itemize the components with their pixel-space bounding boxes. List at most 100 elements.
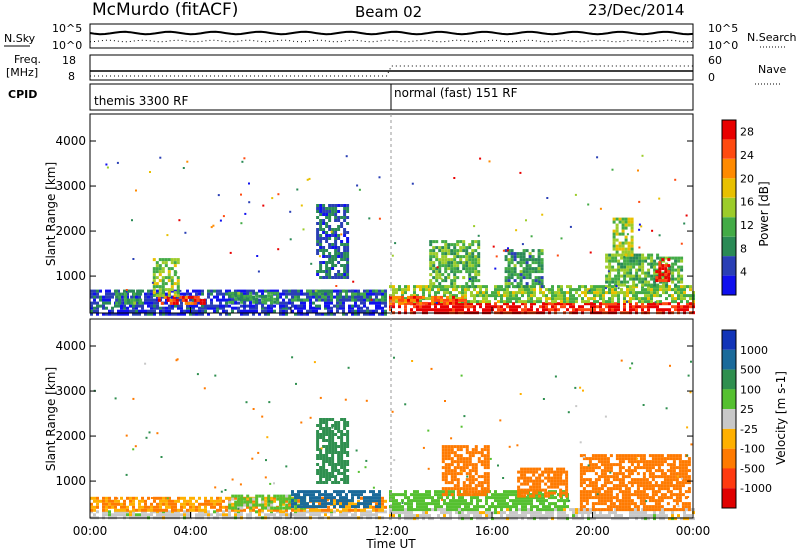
- data-cell: [159, 508, 162, 512]
- scatter-point: [651, 229, 654, 232]
- data-cell: [330, 499, 333, 503]
- data-cell: [644, 274, 648, 278]
- data-cell: [471, 466, 475, 470]
- data-cell: [159, 306, 162, 310]
- data-cell: [213, 499, 216, 503]
- data-cell: [477, 481, 481, 485]
- data-cell: [416, 295, 419, 299]
- data-cell: [632, 305, 635, 309]
- data-cell: [346, 252, 350, 255]
- nave-tick-low: 0: [708, 71, 715, 84]
- data-cell: [328, 255, 332, 258]
- data-cell: [534, 279, 538, 283]
- data-cell: [164, 264, 168, 268]
- data-cell: [513, 270, 517, 274]
- data-cell: [591, 469, 595, 473]
- data-cell: [334, 252, 338, 255]
- data-cell: [372, 312, 375, 316]
- station-title: McMurdo (fitACF): [92, 0, 238, 20]
- data-cell: [599, 288, 602, 292]
- data-cell: [431, 508, 434, 512]
- data-cell: [603, 496, 607, 500]
- data-cell: [602, 308, 605, 312]
- data-cell: [507, 270, 511, 274]
- data-cell: [416, 496, 419, 500]
- data-cell: [512, 514, 515, 518]
- data-cell: [494, 511, 497, 515]
- data-cell: [309, 505, 312, 509]
- data-cell: [413, 493, 416, 497]
- data-cell: [654, 502, 658, 506]
- data-cell: [447, 276, 451, 280]
- data-cell: [470, 517, 473, 521]
- data-cell: [155, 276, 159, 280]
- data-cell: [611, 256, 615, 260]
- data-cell: [282, 306, 285, 310]
- data-cell: [261, 292, 264, 296]
- scatter-point: [626, 300, 628, 303]
- data-cell: [325, 478, 329, 481]
- data-cell: [158, 264, 162, 268]
- data-cell: [105, 508, 108, 512]
- data-cell: [452, 505, 455, 509]
- data-cell: [210, 513, 213, 517]
- data-cell: [343, 424, 347, 427]
- data-cell: [641, 283, 645, 287]
- data-cell: [346, 454, 350, 457]
- data-cell: [603, 457, 607, 461]
- data-cell: [331, 439, 335, 442]
- data-cell: [539, 288, 542, 292]
- data-cell: [642, 508, 646, 512]
- data-cell: [334, 228, 338, 231]
- data-cell: [331, 481, 335, 484]
- data-cell: [447, 445, 451, 449]
- data-cell: [548, 508, 551, 512]
- data-cell: [231, 291, 235, 295]
- data-cell: [638, 511, 641, 515]
- data-cell: [392, 295, 395, 299]
- data-cell: [468, 451, 472, 455]
- data-cell: [525, 285, 529, 289]
- data-cell: [369, 502, 372, 506]
- data-cell: [273, 300, 277, 304]
- data-cell: [618, 241, 622, 245]
- data-cell: [132, 306, 135, 310]
- data-cell: [441, 487, 445, 491]
- data-cell: [600, 484, 604, 488]
- data-cell: [276, 294, 280, 298]
- data-cell: [348, 304, 351, 308]
- data-cell: [623, 294, 626, 298]
- data-cell: [328, 442, 332, 445]
- data-cell: [450, 285, 454, 289]
- data-cell: [416, 305, 419, 309]
- data-cell: [331, 451, 335, 454]
- data-cell: [435, 285, 439, 289]
- data-cell: [477, 255, 481, 259]
- data-cell: [168, 510, 171, 514]
- data-cell: [603, 493, 607, 497]
- data-cell: [467, 508, 470, 512]
- data-cell: [572, 511, 575, 515]
- data-cell: [158, 294, 162, 298]
- data-cell: [300, 312, 303, 316]
- data-cell: [677, 305, 680, 309]
- data-cell: [465, 252, 469, 256]
- data-cell: [312, 490, 315, 494]
- data-cell: [530, 285, 533, 289]
- data-cell: [675, 478, 679, 482]
- data-cell: [132, 508, 135, 512]
- data-cell: [689, 294, 692, 298]
- data-cell: [605, 514, 608, 518]
- data-cell: [366, 289, 369, 293]
- data-cell: [612, 463, 616, 467]
- data-cell: [641, 280, 645, 284]
- data-cell: [319, 418, 323, 421]
- data-cell: [425, 496, 428, 500]
- data-cell: [477, 484, 481, 488]
- data-cell: [372, 292, 375, 296]
- data-cell: [334, 240, 338, 243]
- data-cell: [608, 288, 611, 292]
- data-cell: [432, 267, 436, 271]
- data-cell: [623, 274, 627, 278]
- data-cell: [459, 445, 463, 449]
